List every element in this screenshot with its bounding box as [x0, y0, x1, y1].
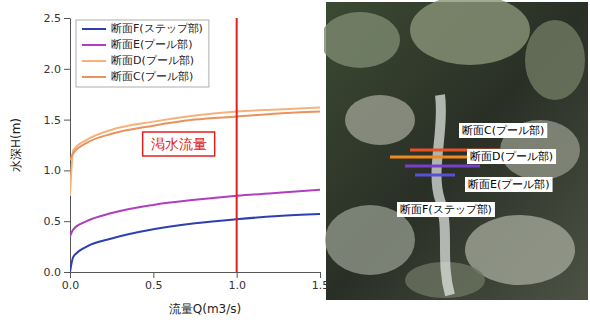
legend-label: 断面D(プール部) [111, 54, 194, 67]
photo-label: 断面D(プール部) [470, 150, 553, 163]
tick: 1.0 [44, 164, 71, 177]
photo-section-line [405, 165, 480, 168]
tick: 1.5 [312, 272, 330, 292]
photo-label-bg [467, 149, 556, 164]
tick: 1.0 [228, 272, 246, 292]
photo-water [436, 95, 450, 295]
series-line [70, 107, 320, 195]
tick-mark [64, 170, 70, 171]
tick-label: 0.5 [145, 279, 163, 292]
tick-label: 2.5 [44, 12, 62, 25]
tick-mark [64, 120, 70, 121]
legend-swatch [82, 44, 106, 46]
annotation-label: 渇水流量 [151, 136, 207, 152]
tick-mark [237, 272, 238, 278]
tick: 0.0 [44, 266, 71, 279]
canvas: 断面C(プール部) 断面D(プール部) 断面E(プール部) 断面F(ステップ部) 0.0… [0, 0, 590, 327]
tick-mark [64, 221, 70, 222]
photo-section-line [415, 174, 455, 177]
photo-label-bg [465, 177, 553, 192]
x-axis-title: 流量Q(m3/s) [169, 302, 241, 316]
legend-label: 断面F(ステップ部) [111, 22, 203, 35]
tick-mark [64, 272, 70, 273]
tick-label: 1.5 [44, 114, 62, 127]
legend-swatch [82, 76, 106, 78]
legend-swatch [82, 28, 106, 30]
tick: 2.5 [44, 12, 71, 25]
tick: 0.5 [44, 215, 71, 228]
tick-label: 2.0 [44, 63, 62, 76]
tick: 0.5 [145, 272, 163, 292]
tick-label: 1.5 [312, 279, 330, 292]
chart-background [0, 0, 324, 327]
tick-mark [320, 272, 321, 278]
series-line [70, 214, 320, 272]
annotation-box [143, 132, 215, 156]
photo-rock [345, 95, 415, 145]
tick-mark [70, 272, 71, 278]
tick-mark [64, 18, 70, 19]
photo-label-bg [459, 123, 547, 138]
photo-label-bg [397, 202, 495, 217]
legend-swatch [82, 60, 106, 62]
plot-area [70, 18, 320, 272]
photo-rock [525, 20, 585, 100]
photo-label: 断面C(プール部) [462, 124, 544, 137]
tick-label: 1.0 [228, 279, 246, 292]
tick-mark [64, 69, 70, 70]
legend-label: 断面C(プール部) [111, 70, 193, 83]
y-axis-title: 水深H(m) [9, 118, 23, 172]
annotation-line [236, 18, 238, 272]
tick-label: 0.5 [44, 215, 62, 228]
tick: 0.0 [62, 272, 80, 292]
photo-label: 断面E(プール部) [468, 178, 550, 191]
photo-rock [320, 12, 400, 68]
x-axis: 0.0 0.5 1.0 1.5 [62, 272, 330, 292]
photo-label: 断面F(ステップ部) [400, 203, 492, 216]
tick-label: 0.0 [62, 279, 80, 292]
axis-line [71, 272, 321, 273]
legend-label: 断面E(プール部) [111, 38, 193, 51]
tick: 2.0 [44, 63, 71, 76]
tick-label: 1.0 [44, 164, 62, 177]
series-line [70, 190, 320, 237]
series-line [70, 111, 320, 160]
photo: 断面C(プール部) 断面D(プール部) 断面E(プール部) 断面F(ステップ部) [320, 0, 588, 300]
legend: 断面F(ステップ部) 断面E(プール部) 断面D(プール部) 断面C(プール部) [76, 20, 209, 87]
annotation: 渇水流量 [143, 132, 215, 156]
tick: 1.5 [44, 114, 71, 127]
tick-mark [153, 272, 154, 278]
y-axis: 0.0 0.5 1.0 1.5 2.0 2.5 [44, 12, 71, 279]
photo-rock [410, 0, 530, 65]
legend-box [76, 20, 209, 87]
tick-label: 0.0 [44, 266, 62, 279]
